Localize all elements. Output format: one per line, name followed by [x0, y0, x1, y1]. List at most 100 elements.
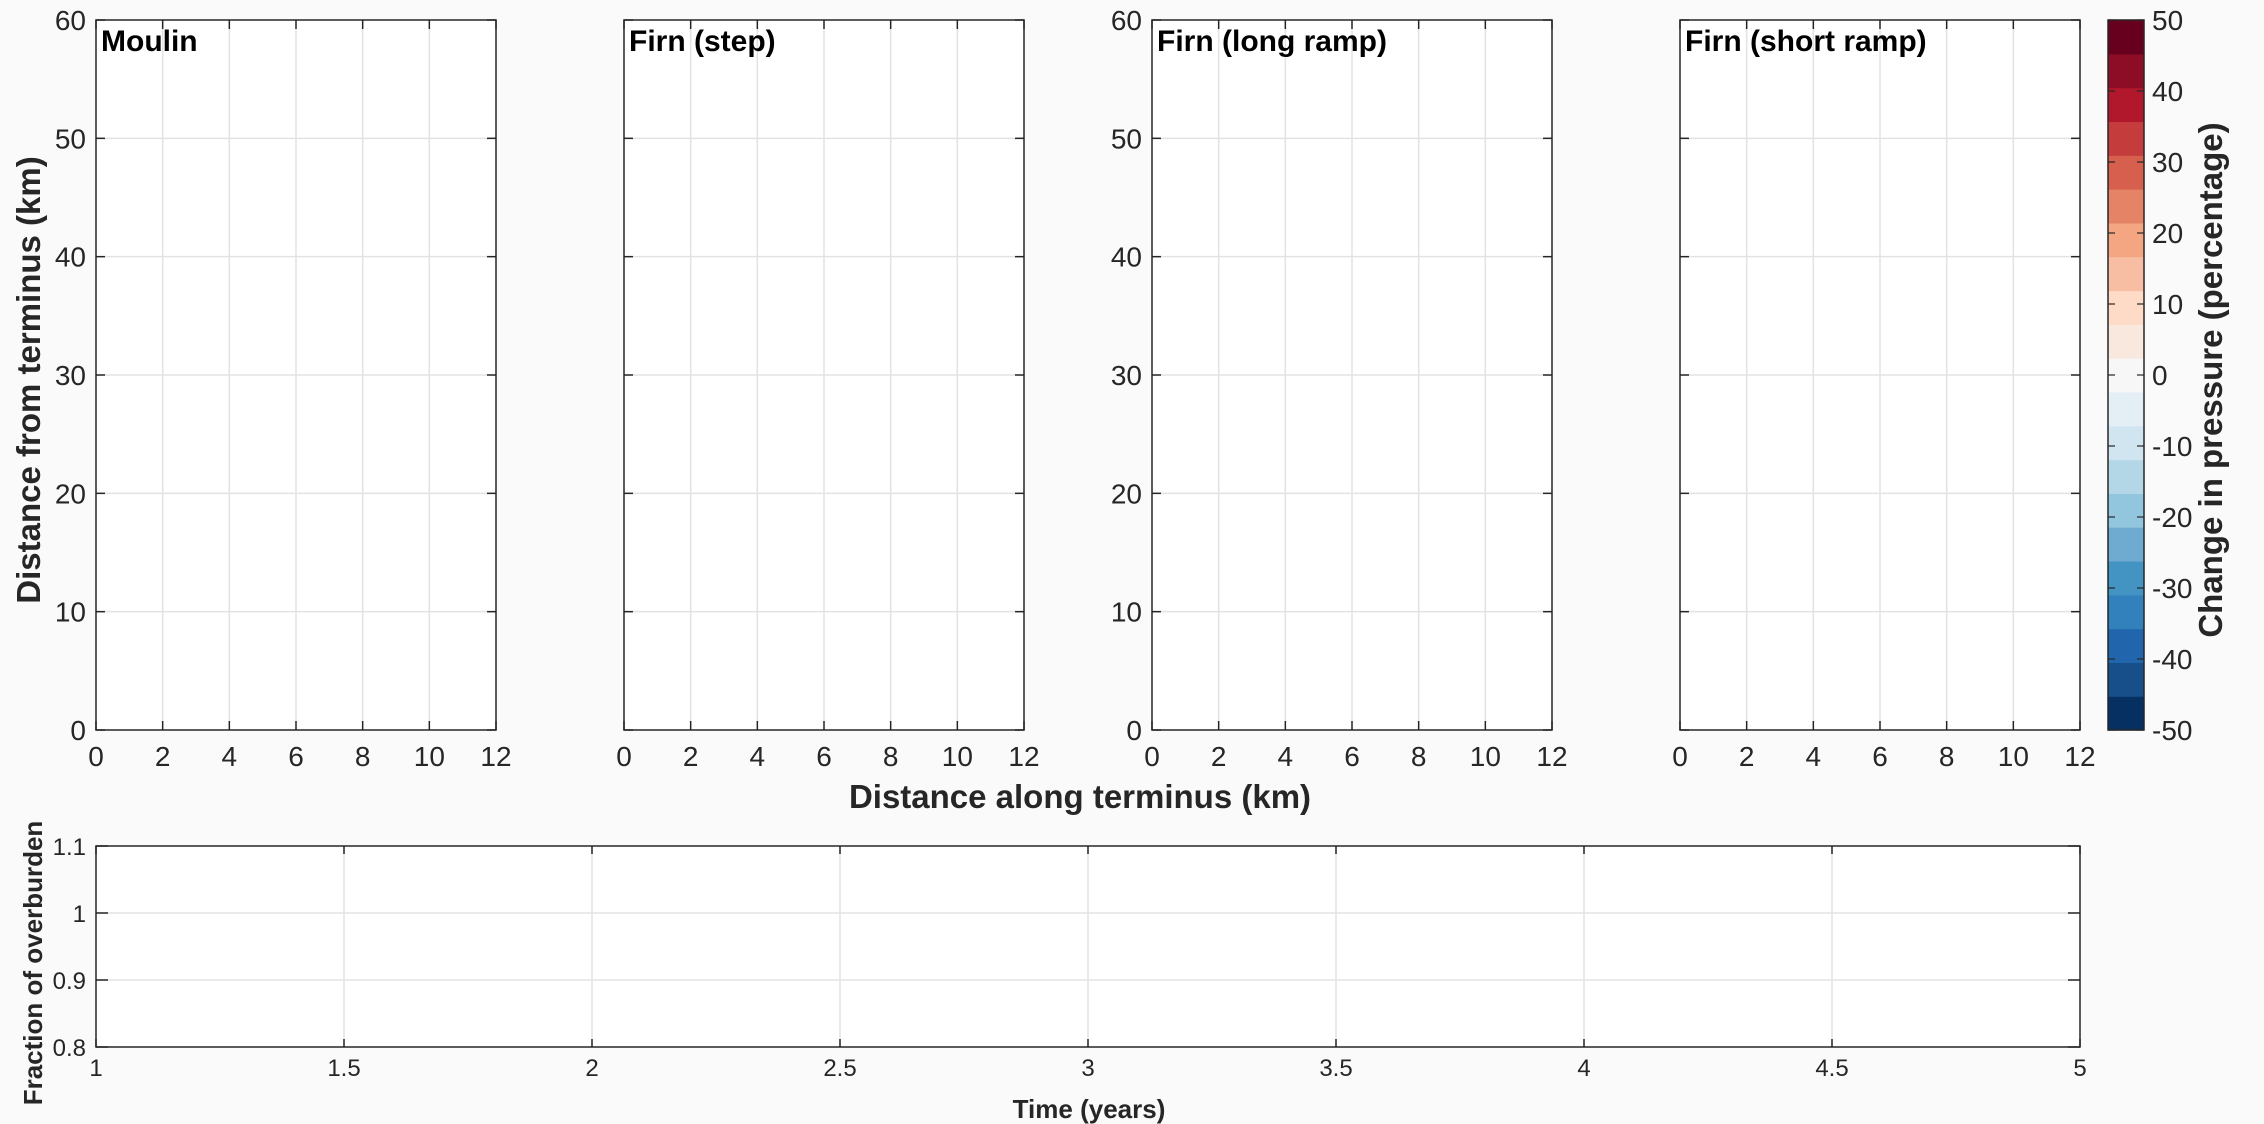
- colorbar-swatch: [2108, 662, 2144, 697]
- x-tick-label: 2: [683, 741, 699, 772]
- bottom-x-axis-label: Time (years): [1013, 1094, 1166, 1124]
- bottom-y-axis-label: Fraction of overburden: [18, 821, 48, 1106]
- x-tick-label: 2: [585, 1055, 598, 1082]
- x-tick-label: 0: [1144, 741, 1160, 772]
- y-tick-label: 50: [1111, 123, 1142, 154]
- colorbar-swatch: [2108, 189, 2144, 224]
- panel-title: Firn (short ramp): [1685, 25, 1927, 58]
- colorbar-tick-label: 20: [2152, 218, 2183, 249]
- colorbar-swatch: [2108, 155, 2144, 190]
- x-tick-label: 4: [222, 741, 238, 772]
- x-tick-label: 6: [1872, 741, 1888, 772]
- colorbar-swatch: [2108, 594, 2144, 630]
- x-tick-label: 0: [616, 741, 632, 772]
- x-tick-label: 8: [1939, 741, 1955, 772]
- colorbar-swatch: [2108, 121, 2144, 156]
- colorbar-tick-label: -10: [2152, 431, 2192, 462]
- y-tick-label: 30: [1111, 360, 1142, 391]
- y-tick-label: 0.8: [53, 1035, 86, 1062]
- colorbar-swatch: [2108, 459, 2144, 494]
- y-tick-label: 20: [55, 478, 86, 509]
- colorbar-swatch: [2108, 87, 2144, 123]
- colorbar-tick-label: -30: [2152, 573, 2192, 604]
- colorbar-swatch: [2108, 20, 2144, 55]
- colorbar-tick-label: -20: [2152, 502, 2192, 533]
- colorbar-swatch: [2108, 560, 2144, 596]
- x-tick-label: 10: [942, 741, 973, 772]
- y-tick-label: 60: [55, 5, 86, 36]
- x-tick-label: 4: [1577, 1055, 1590, 1082]
- x-tick-label: 4.5: [1815, 1055, 1848, 1082]
- y-tick-label: 20: [1111, 478, 1142, 509]
- y-tick-label: 10: [55, 597, 86, 628]
- colorbar-tick-label: 40: [2152, 76, 2183, 107]
- x-tick-label: 2: [1211, 741, 1227, 772]
- x-tick-label: 8: [883, 741, 899, 772]
- colorbar-tick-label: 0: [2152, 360, 2168, 391]
- x-tick-label: 12: [2064, 741, 2095, 772]
- heatmap-panel-3: 0 2 4 6 8 10 12 0 10 20 30 40 50 60 Firn (long ramp): [1111, 5, 1568, 772]
- colorbar-tick-label: 30: [2152, 147, 2183, 178]
- y-tick-label: 0: [70, 715, 86, 746]
- x-tick-label: 0: [88, 741, 104, 772]
- x-tick-label: 5: [2073, 1055, 2086, 1082]
- overburden-line-chart: 1 1.5 2 2.5 3 3.5 4 4.5 5 0.8 0.9 1 1.1: [53, 834, 2087, 1082]
- colorbar-swatch: [2108, 493, 2144, 528]
- panel-title: Firn (long ramp): [1157, 25, 1387, 58]
- y-tick-label: 1.1: [53, 834, 86, 861]
- y-tick-label: 30: [55, 360, 86, 391]
- y-tick-label: 60: [1111, 5, 1142, 36]
- colorbar-tick-label: 10: [2152, 289, 2183, 320]
- x-tick-label: 12: [1536, 741, 1567, 772]
- colorbar-swatch: [2108, 628, 2144, 663]
- x-tick-label: 10: [1470, 741, 1501, 772]
- x-tick-label: 4: [1806, 741, 1822, 772]
- colorbar-tick-label: -40: [2152, 644, 2192, 675]
- colorbar-tick-label: -50: [2152, 715, 2192, 746]
- axes-box: [1151, 19, 1553, 731]
- top-x-axis-label: Distance along terminus (km): [849, 778, 1311, 815]
- x-tick-label: 3: [1081, 1055, 1094, 1082]
- panel-title: Firn (step): [629, 25, 776, 58]
- axes-box: [95, 19, 497, 731]
- y-tick-label: 40: [1111, 242, 1142, 273]
- y-tick-label: 0: [1126, 715, 1142, 746]
- x-tick-label: 8: [355, 741, 371, 772]
- colorbar-swatch: [2108, 53, 2144, 89]
- axes-box: [95, 845, 2081, 1048]
- panel-title: Moulin: [101, 25, 198, 58]
- x-tick-label: 4: [750, 741, 766, 772]
- x-tick-label: 1: [89, 1055, 102, 1082]
- x-tick-label: 8: [1411, 741, 1427, 772]
- colorbar-swatch: [2108, 256, 2144, 292]
- y-tick-label: 0.9: [53, 968, 86, 995]
- colorbar: -50 -40 -30 -20 -10 0 10 20 30 40 50: [2107, 5, 2192, 746]
- top-y-axis-label: Distance from terminus (km): [10, 156, 47, 603]
- heatmap-panel-1: 0 2 4 6 8 10 12 0 10 20 30 40 50 60 Moulin: [55, 5, 512, 772]
- axes-box: [623, 19, 1025, 731]
- y-tick-label: 50: [55, 123, 86, 154]
- x-tick-label: 6: [1344, 741, 1360, 772]
- x-tick-label: 4: [1278, 741, 1294, 772]
- y-tick-label: 1: [73, 901, 86, 928]
- colorbar-swatch: [2108, 696, 2144, 731]
- colorbar-swatch: [2108, 222, 2144, 258]
- x-tick-label: 6: [816, 741, 832, 772]
- x-tick-label: 10: [414, 741, 445, 772]
- colorbar-label: Change in pressure (percentage): [2192, 122, 2229, 637]
- colorbar-swatch: [2108, 425, 2144, 461]
- x-tick-label: 10: [1998, 741, 2029, 772]
- colorbar-swatch: [2108, 391, 2144, 427]
- y-tick-label: 40: [55, 242, 86, 273]
- x-tick-label: 3.5: [1319, 1055, 1352, 1082]
- colorbar-swatch: [2108, 527, 2144, 562]
- heatmap-panel-2: 0 2 4 6 8 10 12 Firn (step): [616, 19, 1040, 772]
- x-tick-label: 6: [288, 741, 304, 772]
- colorbar-swatch: [2108, 324, 2144, 359]
- axes-box: [1679, 19, 2081, 731]
- x-tick-label: 12: [1008, 741, 1039, 772]
- x-tick-label: 1.5: [327, 1055, 360, 1082]
- x-tick-label: 2.5: [823, 1055, 856, 1082]
